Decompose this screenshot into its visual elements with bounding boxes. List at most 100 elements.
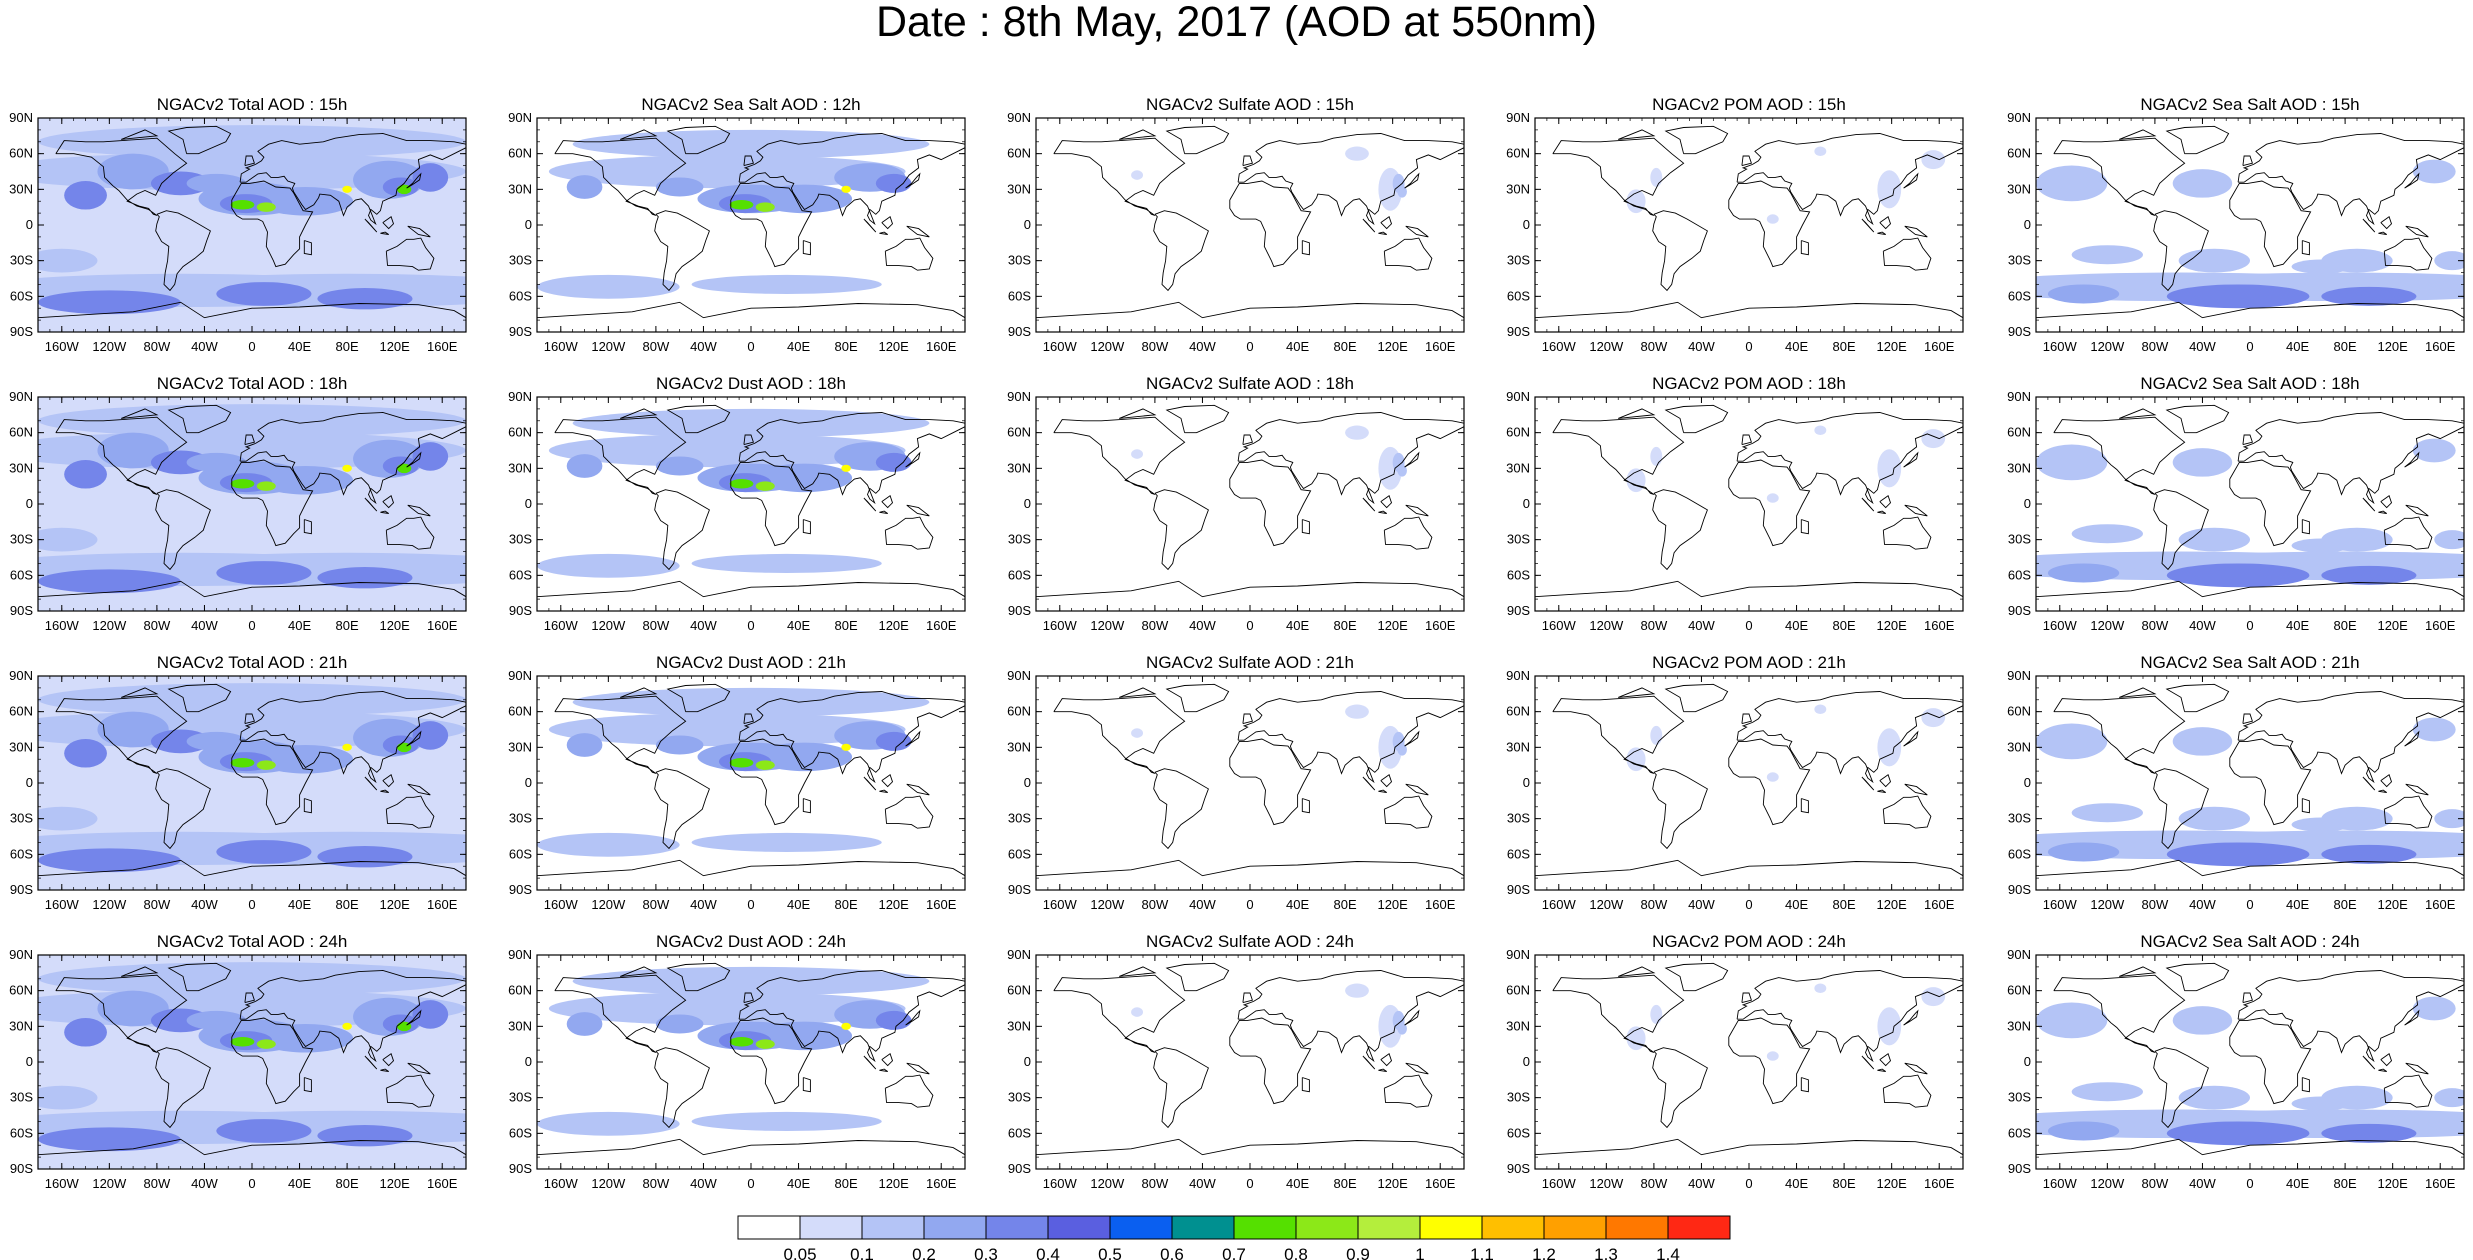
coastline bbox=[1800, 1077, 1809, 1093]
coastline bbox=[1362, 218, 1376, 233]
coastline bbox=[382, 773, 395, 788]
lat-tick-label: 90N bbox=[1506, 389, 1530, 404]
lat-tick-label: 30S bbox=[509, 253, 532, 268]
map-panel: NGACv2 Sulfate AOD : 18h 90N 60N 30N 0 30S 60S… bbox=[1007, 374, 1465, 633]
coastline bbox=[303, 240, 312, 256]
lat-tick-label: 30S bbox=[1507, 532, 1530, 547]
coastline bbox=[1301, 1077, 1310, 1093]
aod-field-patch bbox=[2434, 809, 2464, 829]
coastline bbox=[1879, 773, 1892, 788]
aod-field-patch bbox=[38, 290, 181, 315]
coastline bbox=[2380, 215, 2393, 230]
coastline bbox=[1237, 412, 1464, 505]
coastline bbox=[1736, 133, 1963, 226]
coastline bbox=[1664, 404, 1729, 434]
coastline bbox=[1903, 172, 1919, 189]
coastline bbox=[2404, 172, 2420, 189]
lon-tick-label: 40E bbox=[787, 1176, 810, 1191]
coastline bbox=[1301, 519, 1310, 535]
lat-tick-label: 0 bbox=[26, 217, 33, 232]
coastline bbox=[155, 1047, 211, 1129]
lon-tick-label: 40E bbox=[1785, 897, 1808, 912]
coastline bbox=[239, 133, 466, 226]
coastline bbox=[1362, 776, 1376, 791]
aod-field-patch bbox=[256, 760, 276, 770]
lat-tick-label: 60N bbox=[1007, 983, 1031, 998]
coastline bbox=[380, 510, 389, 514]
lon-tick-label: 0 bbox=[1246, 339, 1253, 354]
coastline bbox=[620, 966, 658, 977]
aod-field-patch bbox=[1131, 170, 1143, 180]
colorbar-swatch bbox=[799, 1215, 863, 1240]
lat-tick-label: 30N bbox=[1506, 739, 1530, 754]
coastline bbox=[1119, 687, 1157, 698]
aod-field-patch bbox=[566, 733, 603, 757]
lon-tick-label: 120W bbox=[92, 339, 127, 354]
lon-tick-label: 0 bbox=[1246, 618, 1253, 633]
lon-tick-label: 80W bbox=[144, 1176, 171, 1191]
lon-tick-label: 40W bbox=[1189, 1176, 1216, 1191]
coastline bbox=[654, 210, 710, 292]
lat-tick-label: 0 bbox=[2024, 1054, 2031, 1069]
aod-field-patch bbox=[755, 760, 775, 770]
coastline bbox=[1380, 773, 1393, 788]
coastline bbox=[406, 1009, 422, 1026]
lon-tick-label: 160E bbox=[427, 339, 458, 354]
map-panel: NGACv2 POM AOD : 21h 90N 60N 30N 0 30S 60S 90S 1… bbox=[1506, 653, 1964, 912]
lon-tick-label: 160W bbox=[45, 339, 80, 354]
coastline bbox=[406, 172, 422, 189]
coastline bbox=[303, 798, 312, 814]
lat-tick-label: 90N bbox=[1506, 110, 1530, 125]
coastline bbox=[380, 789, 389, 793]
coastline bbox=[2383, 1074, 2433, 1108]
coastline bbox=[1861, 218, 1875, 233]
coastline bbox=[303, 1077, 312, 1093]
map-panel: NGACv2 Sea Salt AOD : 21h 90N 60N 30N 0 30S 60… bbox=[2007, 653, 2465, 912]
aod-field-patch bbox=[2071, 245, 2143, 265]
coastline bbox=[738, 691, 965, 784]
lat-tick-label: 0 bbox=[525, 775, 532, 790]
panel-title: NGACv2 Sea Salt AOD : 21h bbox=[2140, 653, 2359, 672]
lon-tick-label: 80W bbox=[643, 1176, 670, 1191]
aod-field-patch bbox=[1397, 464, 1407, 477]
lon-tick-label: 40E bbox=[2286, 618, 2309, 633]
lon-tick-label: 40E bbox=[2286, 1176, 2309, 1191]
lat-tick-label: 30S bbox=[1008, 532, 1031, 547]
lon-tick-label: 80W bbox=[2142, 618, 2169, 633]
aod-field-patch bbox=[256, 202, 276, 212]
aod-field-patch bbox=[97, 153, 169, 190]
lat-tick-label: 90N bbox=[1506, 947, 1530, 962]
coastline bbox=[121, 966, 159, 977]
aod-field-patch bbox=[412, 163, 449, 192]
coastline bbox=[2053, 416, 2186, 495]
lon-tick-label: 40W bbox=[2189, 897, 2216, 912]
aod-field-patch bbox=[1131, 449, 1143, 459]
coastline bbox=[2153, 210, 2209, 292]
lon-tick-label: 0 bbox=[1246, 1176, 1253, 1191]
lat-tick-label: 90N bbox=[508, 389, 532, 404]
map-panel: NGACv2 Sulfate AOD : 15h 90N 60N 30N 0 30S 60S… bbox=[1007, 95, 1465, 354]
lat-tick-label: 60S bbox=[10, 288, 33, 303]
coastline bbox=[2380, 494, 2393, 509]
colorbar-swatch bbox=[923, 1215, 987, 1240]
lat-tick-label: 60N bbox=[2007, 704, 2031, 719]
coastline bbox=[743, 155, 754, 167]
lat-tick-label: 60S bbox=[2008, 288, 2031, 303]
colorbar-swatch bbox=[861, 1215, 925, 1240]
lon-tick-label: 160W bbox=[1043, 1176, 1078, 1191]
aod-field-patch bbox=[38, 683, 466, 717]
coastline bbox=[802, 798, 811, 814]
coastline bbox=[2053, 137, 2186, 216]
coastline bbox=[620, 129, 658, 140]
lon-tick-label: 0 bbox=[248, 618, 255, 633]
coastline bbox=[380, 1068, 389, 1072]
aod-field-patch bbox=[756, 742, 853, 772]
coastline bbox=[382, 494, 395, 509]
coastline bbox=[1904, 225, 1928, 238]
coastline bbox=[1882, 1074, 1932, 1108]
aod-field-patch bbox=[729, 1037, 754, 1047]
coastline bbox=[743, 992, 754, 1004]
coastline bbox=[1362, 1055, 1376, 1070]
coastline bbox=[666, 125, 731, 155]
lon-tick-label: 40E bbox=[288, 897, 311, 912]
